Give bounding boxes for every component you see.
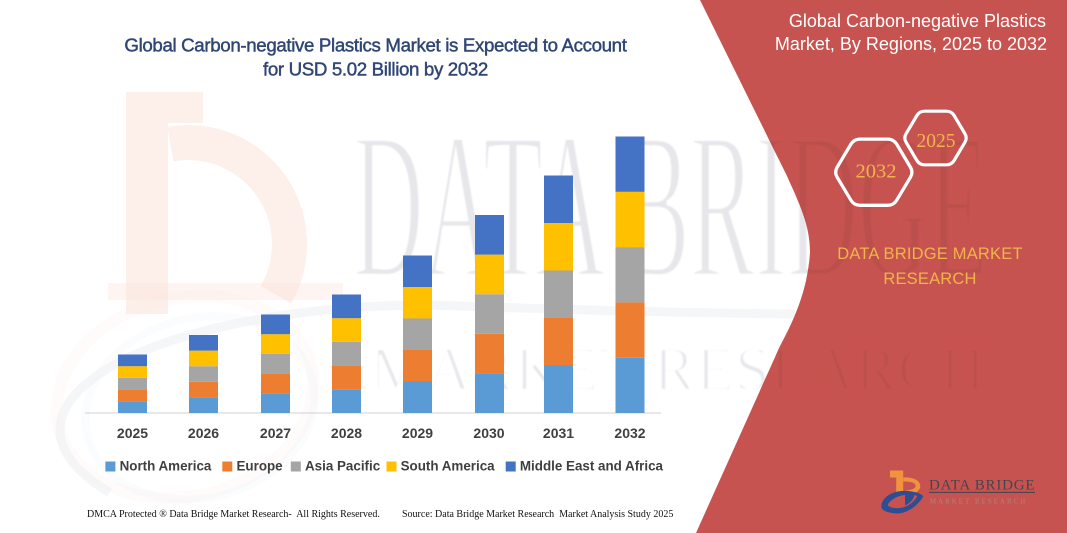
- svg-text:2029: 2029: [402, 425, 433, 441]
- svg-text:2032: 2032: [614, 425, 645, 441]
- svg-text:DMCA Protected ® Data Bridge M: DMCA Protected ® Data Bridge Market Rese…: [87, 509, 380, 520]
- svg-text:2026: 2026: [188, 425, 219, 441]
- svg-text:for USD 5.02 Billion by 2032: for USD 5.02 Billion by 2032: [263, 59, 488, 80]
- svg-text:2031: 2031: [543, 425, 574, 441]
- svg-text:DATA BRIDGE MARKET: DATA BRIDGE MARKET: [837, 245, 1022, 263]
- svg-text:Global Carbon-negative Plastic: Global Carbon-negative Plastics Market i…: [124, 35, 627, 56]
- svg-text:DATA BRIDGE: DATA BRIDGE: [929, 478, 1035, 494]
- svg-text:Global Carbon-negative Plastic: Global Carbon-negative Plastics: [789, 11, 1046, 31]
- svg-text:2032: 2032: [856, 161, 897, 183]
- svg-text:Middle East and Africa: Middle East and Africa: [520, 459, 664, 474]
- svg-text:2030: 2030: [473, 425, 504, 441]
- svg-text:2028: 2028: [331, 425, 362, 441]
- svg-text:RESEARCH: RESEARCH: [883, 270, 976, 288]
- svg-text:Market, By Regions, 2025 to 20: Market, By Regions, 2025 to 2032: [775, 34, 1047, 54]
- svg-text:Europe: Europe: [237, 459, 283, 474]
- svg-text:2027: 2027: [260, 425, 291, 441]
- svg-text:MARKET RESEARCH: MARKET RESEARCH: [930, 499, 1027, 506]
- svg-text:2025: 2025: [117, 425, 148, 441]
- svg-text:South America: South America: [401, 459, 496, 474]
- svg-text:Asia Pacific: Asia Pacific: [305, 459, 381, 474]
- svg-text:Source: Data Bridge Market Res: Source: Data Bridge Market Research Mark…: [402, 509, 673, 520]
- svg-text:2025: 2025: [917, 131, 956, 152]
- svg-text:North America: North America: [120, 459, 212, 474]
